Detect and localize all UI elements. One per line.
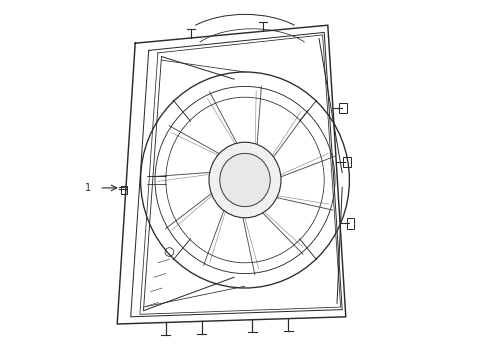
Ellipse shape bbox=[220, 153, 270, 207]
Bar bbox=[346, 218, 354, 229]
Text: 1: 1 bbox=[85, 183, 91, 193]
Ellipse shape bbox=[209, 142, 281, 218]
Bar bbox=[343, 157, 351, 167]
Bar bbox=[340, 103, 347, 113]
Bar bbox=[121, 186, 127, 194]
